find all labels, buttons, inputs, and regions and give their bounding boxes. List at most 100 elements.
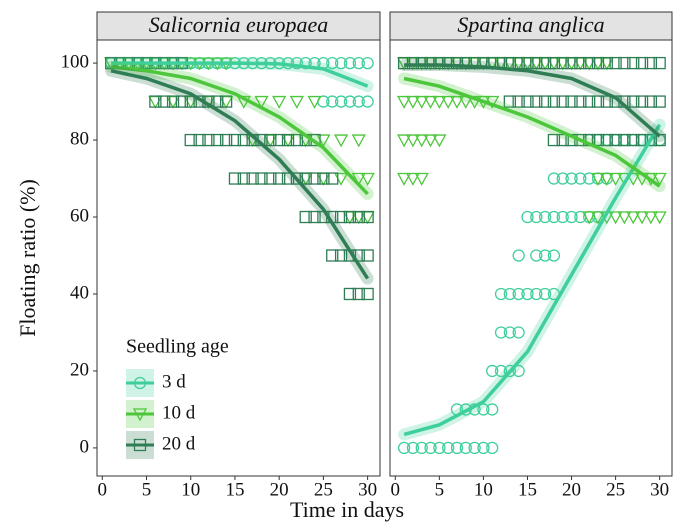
y-tick-label: 20: [70, 359, 89, 380]
point: [317, 172, 330, 185]
point: [538, 210, 552, 224]
point: [360, 172, 375, 186]
point: [414, 95, 429, 109]
point: [228, 172, 242, 185]
point: [503, 364, 517, 378]
point: [556, 56, 569, 70]
point: [299, 210, 312, 224]
point: [590, 172, 606, 186]
point: [521, 210, 534, 224]
legend-label: 3 d: [162, 371, 186, 392]
point: [254, 95, 269, 109]
point: [158, 95, 171, 108]
point: [351, 134, 366, 148]
x-axis-label: Time in days: [290, 497, 404, 522]
point: [609, 133, 622, 147]
point: [149, 95, 162, 108]
point: [202, 133, 215, 147]
point: [361, 56, 374, 70]
facet-title: Salicornia europaea: [149, 12, 328, 37]
point: [547, 133, 561, 147]
point: [627, 95, 640, 108]
point: [361, 210, 374, 224]
fit-line: [111, 61, 369, 88]
point: [512, 249, 525, 262]
point: [608, 172, 623, 186]
point: [477, 441, 490, 455]
x-tick-label: 25: [314, 479, 333, 500]
x-tick-label: 5: [142, 479, 152, 500]
point: [556, 172, 569, 185]
fit-line: [110, 69, 370, 280]
point: [264, 133, 277, 147]
point: [512, 364, 525, 378]
facet-title: Spartina anglica: [457, 12, 604, 37]
point: [538, 287, 552, 301]
fit-line: [404, 63, 661, 138]
point: [423, 95, 438, 109]
point: [627, 133, 640, 147]
point: [424, 441, 437, 455]
point: [397, 172, 412, 186]
point: [574, 95, 587, 108]
fit-line: [403, 123, 662, 437]
point: [406, 56, 420, 70]
point: [467, 95, 482, 109]
point: [246, 172, 259, 185]
point: [627, 56, 640, 70]
point: [530, 95, 543, 108]
legend-title: Seedling age: [126, 336, 229, 358]
point: [334, 95, 348, 108]
point: [635, 133, 649, 147]
point: [281, 133, 295, 147]
x-tick-label: 30: [358, 479, 377, 500]
point: [608, 211, 623, 225]
point: [352, 210, 365, 224]
x-tick-label: 30: [650, 479, 669, 500]
fit-line: [110, 65, 369, 196]
point: [414, 134, 429, 148]
x-tick-label: 15: [225, 479, 244, 500]
x-tick-label: 20: [270, 479, 289, 500]
point: [326, 172, 339, 185]
point: [133, 376, 147, 390]
point: [433, 441, 446, 455]
point: [334, 56, 348, 70]
point: [556, 133, 569, 147]
point: [424, 56, 437, 70]
point: [237, 172, 250, 185]
point: [397, 134, 412, 148]
point: [547, 95, 561, 108]
point: [343, 95, 357, 108]
point: [521, 287, 534, 301]
point: [644, 133, 657, 147]
point: [583, 56, 596, 70]
point: [626, 172, 641, 186]
x-tick-label: 15: [518, 479, 537, 500]
point: [290, 133, 304, 147]
point: [574, 172, 587, 185]
point: [582, 211, 597, 225]
point: [255, 172, 268, 185]
point: [634, 211, 650, 225]
point: [486, 403, 499, 416]
y-tick-label: 40: [70, 282, 89, 303]
y-tick-label: 80: [70, 128, 89, 149]
point: [459, 441, 472, 455]
point: [521, 95, 534, 108]
point: [486, 364, 499, 378]
point: [503, 95, 517, 108]
strip: [96, 11, 381, 41]
y-axis-label: Floating ratio (%): [15, 179, 40, 337]
point: [626, 211, 641, 225]
point: [547, 249, 561, 262]
point: [361, 249, 374, 262]
point: [635, 95, 649, 108]
point: [494, 326, 508, 339]
point: [326, 95, 339, 108]
panel: [96, 39, 381, 477]
point: [538, 95, 552, 108]
point: [289, 95, 304, 109]
point: [653, 95, 666, 108]
